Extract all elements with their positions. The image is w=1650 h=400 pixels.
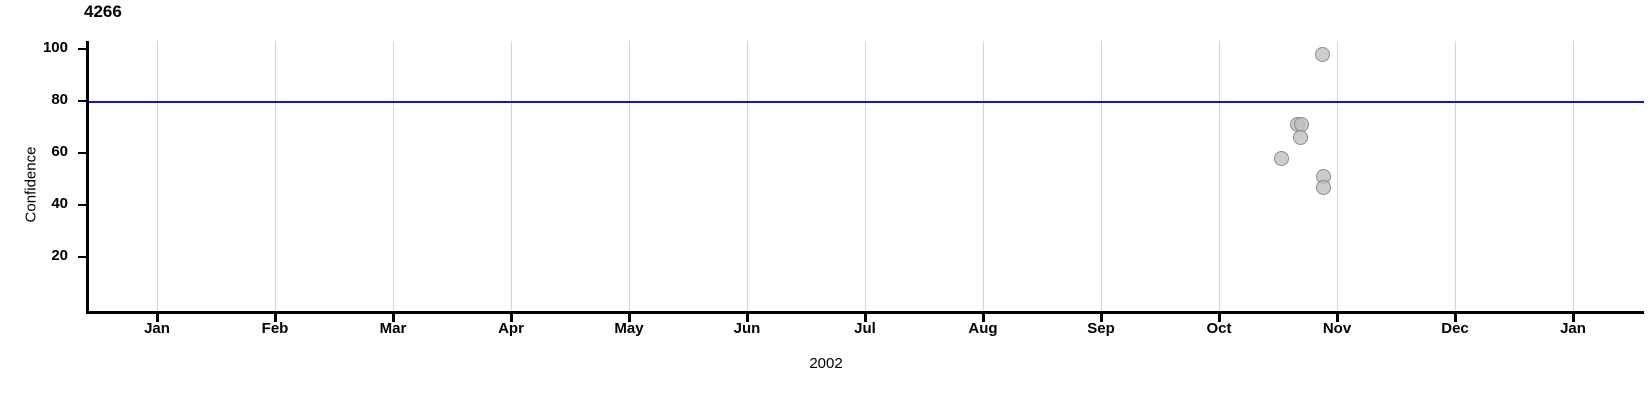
x-axis-tick-label-oct-9: Oct bbox=[1206, 320, 1232, 337]
x-axis-tick-10 bbox=[1336, 313, 1339, 322]
x-axis-tick-5 bbox=[746, 313, 749, 322]
x-axis-tick-label-feb-1: Feb bbox=[261, 320, 289, 337]
chart-title: 4266 bbox=[84, 2, 122, 21]
data-point[interactable] bbox=[1314, 47, 1330, 62]
x-axis-tick-label-may-4: May bbox=[614, 320, 644, 337]
gridline-dec-11 bbox=[1455, 41, 1456, 313]
y-axis-tick-60 bbox=[78, 152, 87, 155]
y-axis-tick-40 bbox=[78, 204, 87, 207]
gridline-sep-8 bbox=[1101, 41, 1102, 313]
x-axis-tick-label-dec-11: Dec bbox=[1441, 320, 1469, 337]
x-axis-tick-8 bbox=[1100, 313, 1103, 322]
y-axis-tick-label-100: 100 bbox=[42, 39, 68, 57]
gridline-jan-12 bbox=[1573, 41, 1574, 313]
x-axis-tick-6 bbox=[864, 313, 867, 322]
gridline-aug-7 bbox=[983, 41, 984, 313]
gridline-oct-9 bbox=[1219, 41, 1220, 313]
x-axis-label: 2002 bbox=[809, 355, 843, 372]
x-axis-tick-label-apr-3: Apr bbox=[498, 320, 524, 337]
x-axis-tick-2 bbox=[392, 313, 395, 322]
y-axis-line bbox=[86, 41, 89, 314]
gridline-jul-6 bbox=[865, 41, 866, 313]
y-axis-tick-label-40: 40 bbox=[51, 195, 68, 213]
x-axis-tick-0 bbox=[156, 313, 159, 322]
x-axis-tick-4 bbox=[628, 313, 631, 322]
x-axis-tick-11 bbox=[1454, 313, 1457, 322]
x-axis-tick-label-mar-2: Mar bbox=[379, 320, 407, 337]
x-axis-tick-label-aug-7: Aug bbox=[968, 320, 998, 337]
gridline-jun-5 bbox=[747, 41, 748, 313]
x-axis-tick-12 bbox=[1572, 313, 1575, 322]
y-axis-tick-100 bbox=[78, 48, 87, 51]
gridline-apr-3 bbox=[511, 41, 512, 313]
x-axis-tick-label-nov-10: Nov bbox=[1322, 320, 1352, 337]
gridline-feb-1 bbox=[275, 41, 276, 313]
x-axis-tick-label-jun-5: Jun bbox=[733, 320, 761, 337]
x-axis-tick-9 bbox=[1218, 313, 1221, 322]
y-axis-tick-label-20: 20 bbox=[51, 247, 68, 265]
data-point[interactable] bbox=[1292, 130, 1308, 146]
data-point[interactable] bbox=[1315, 179, 1331, 195]
x-axis-tick-label-sep-8: Sep bbox=[1087, 320, 1115, 337]
plot-area bbox=[86, 41, 1644, 313]
gridline-may-4 bbox=[629, 41, 630, 313]
gridline-mar-2 bbox=[393, 41, 394, 313]
gridline-nov-10 bbox=[1337, 41, 1338, 313]
gridline-jan-0 bbox=[157, 41, 158, 313]
x-axis-tick-7 bbox=[982, 313, 985, 322]
confidence-threshold-line bbox=[86, 101, 1644, 104]
y-axis-tick-20 bbox=[78, 256, 87, 259]
x-axis-tick-3 bbox=[510, 313, 513, 322]
data-point[interactable] bbox=[1273, 151, 1289, 166]
x-axis-tick-label-jan-12: Jan bbox=[1560, 320, 1586, 337]
x-axis-tick-label-jul-6: Jul bbox=[854, 320, 876, 337]
y-axis-tick-label-60: 60 bbox=[51, 143, 68, 161]
y-axis-tick-label-80: 80 bbox=[51, 91, 68, 109]
x-axis-tick-label-jan-0: Jan bbox=[144, 320, 170, 337]
x-axis-line bbox=[86, 311, 1644, 314]
y-axis-tick-80 bbox=[78, 100, 87, 103]
x-axis-tick-1 bbox=[274, 313, 277, 322]
